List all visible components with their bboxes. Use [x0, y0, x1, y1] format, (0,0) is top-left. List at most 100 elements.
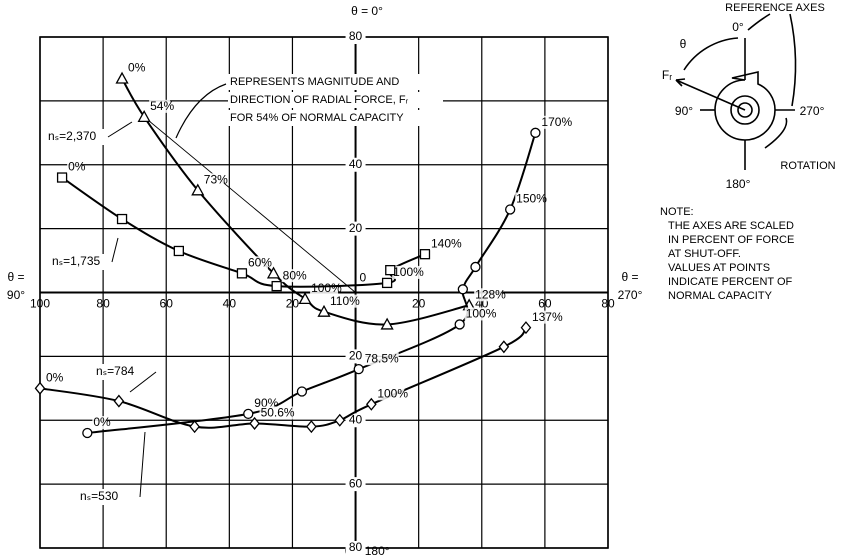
- point: [498, 340, 510, 354]
- point: [189, 420, 200, 434]
- label-bg: [259, 406, 295, 420]
- x-tick-label: 80: [96, 297, 110, 311]
- axis-label-left: 90°: [7, 288, 25, 302]
- x-tick-label: 40: [223, 297, 237, 311]
- point: [306, 420, 317, 434]
- point: [385, 264, 396, 276]
- point: [380, 317, 394, 330]
- label-bg: [429, 237, 458, 251]
- leader: [107, 121, 133, 138]
- x-tick-label: 80: [601, 297, 615, 311]
- x-tick-label: 20: [412, 297, 426, 311]
- point: [381, 277, 393, 289]
- label-bg: [464, 307, 493, 321]
- label-bg: [46, 129, 108, 145]
- label-bg: [515, 192, 544, 206]
- tick-label-bg: [345, 349, 366, 364]
- ref-right: 270°: [800, 104, 825, 118]
- series-name: nₛ=2,370: [48, 129, 97, 143]
- ref-theta: θ: [680, 37, 687, 51]
- point-label: 54%: [150, 99, 174, 113]
- theta-arc: [683, 37, 739, 71]
- point-label: 0%: [46, 370, 64, 384]
- axis-label-right: 270°: [618, 288, 643, 302]
- point: [249, 416, 260, 430]
- point: [115, 71, 129, 84]
- series-name: nₛ=1,735: [52, 254, 101, 268]
- point-label: 0%: [68, 160, 86, 174]
- point: [454, 319, 465, 330]
- point: [191, 183, 205, 196]
- point-label: 100%: [311, 281, 342, 295]
- note: THE AXES ARE SCALED: [668, 220, 794, 232]
- point-label: 0%: [93, 415, 111, 429]
- axis-label-left: θ =: [7, 270, 24, 284]
- label-bg: [202, 173, 224, 187]
- reference-diagram: [675, 13, 797, 170]
- axis-label-right: θ =: [621, 270, 638, 284]
- tick-label-bg: [345, 157, 366, 172]
- label-bg: [246, 256, 268, 270]
- label-bg: [530, 310, 559, 324]
- point-label: 80%: [283, 268, 307, 282]
- ref-force: Fᵣ: [662, 68, 672, 82]
- leader: [111, 237, 119, 263]
- point-label: 100%: [393, 265, 424, 279]
- point: [530, 127, 541, 138]
- point: [137, 109, 151, 122]
- label-bg: [228, 74, 443, 90]
- y-tick-label: 20: [349, 349, 363, 363]
- ref-left: 90°: [675, 104, 693, 118]
- y-tick-label: 60: [349, 476, 363, 490]
- point: [353, 363, 364, 375]
- annotation: REPRESENTS MAGNITUDE AND: [230, 76, 399, 88]
- rotation-arrow: [764, 117, 788, 149]
- ref-leader: [789, 13, 797, 107]
- point-label: 73%: [204, 172, 228, 186]
- point: [266, 266, 281, 279]
- point: [34, 381, 46, 395]
- force-arrow: [675, 79, 746, 111]
- label-bg: [228, 92, 443, 108]
- point-label: 100%: [466, 307, 497, 321]
- leader: [175, 83, 227, 139]
- tick-label-bg: [345, 541, 366, 555]
- label-bg: [363, 352, 399, 366]
- label-bg: [310, 281, 339, 295]
- point-label: 150%: [516, 192, 547, 206]
- point: [236, 268, 248, 279]
- impeller: [730, 95, 760, 125]
- label-bg: [45, 371, 59, 385]
- tick-label-bg: [345, 221, 366, 236]
- leader: [129, 371, 157, 393]
- point: [243, 408, 254, 420]
- note: INDICATE PERCENT OF: [668, 276, 793, 288]
- label-bg: [392, 265, 421, 279]
- label-bg: [92, 416, 107, 430]
- point: [317, 304, 331, 317]
- ref-title: REFERENCE AXES: [725, 2, 825, 14]
- series-name: nₛ=784: [96, 364, 135, 378]
- point: [457, 284, 468, 295]
- force-arrowhead: [675, 78, 686, 87]
- label-bg: [78, 489, 140, 505]
- point-label: 50.6%: [261, 406, 295, 420]
- note: NOTE:: [660, 206, 694, 218]
- point: [271, 280, 282, 292]
- point: [82, 427, 93, 439]
- point: [505, 204, 516, 215]
- note: NORMAL CAPACITY: [668, 290, 773, 302]
- label-bg: [329, 294, 357, 308]
- point-label: 60%: [248, 256, 272, 270]
- tick-label-bg: [345, 30, 366, 44]
- label-bg: [474, 288, 503, 302]
- label-bg: [94, 364, 156, 380]
- label-bg: [281, 269, 303, 283]
- tick-label-bg: [345, 413, 366, 428]
- label-bg: [540, 115, 569, 129]
- point: [365, 397, 377, 411]
- frame: [39, 36, 609, 549]
- annotation: FOR 54% OF NORMAL CAPACITY: [230, 112, 404, 124]
- y-tick-label: 80: [349, 540, 363, 554]
